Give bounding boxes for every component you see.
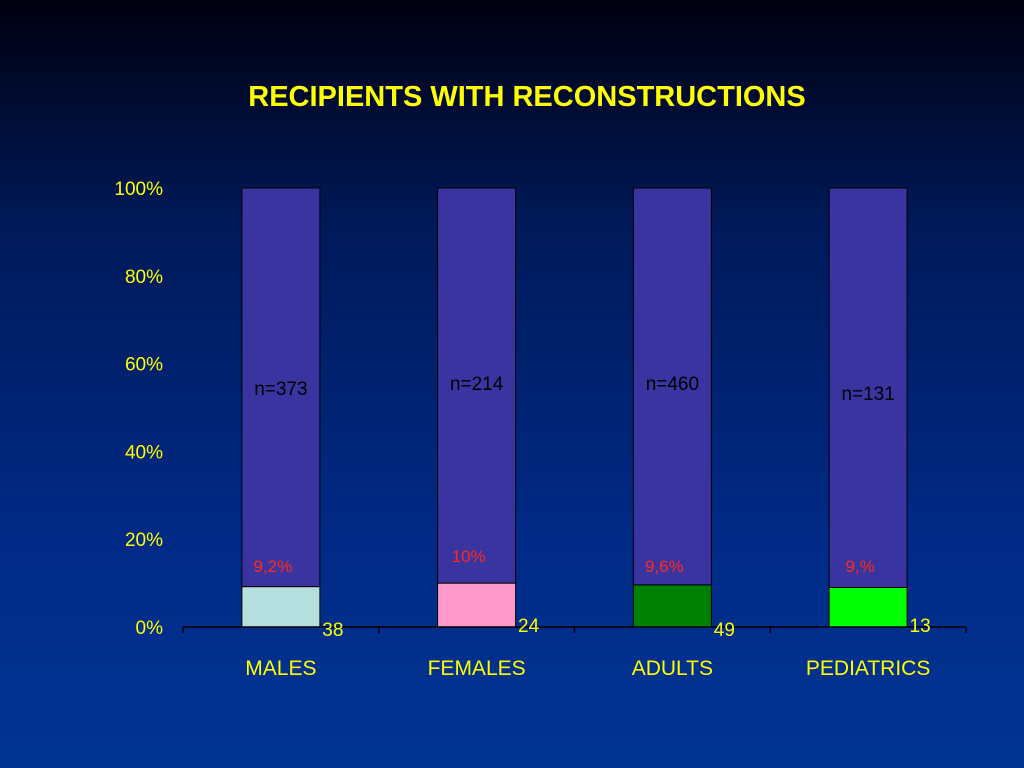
total-label: n=214 — [450, 374, 504, 395]
y-tick-label: 60% — [125, 355, 163, 376]
total-label: n=460 — [646, 374, 699, 395]
bar-segment-remainder — [241, 187, 321, 588]
category-label: PEDIATRICS — [806, 657, 930, 680]
bar-segment-remainder — [437, 187, 517, 584]
y-tick-label: 20% — [125, 530, 163, 551]
category-label: MALES — [245, 657, 316, 680]
y-tick-label: 80% — [125, 267, 163, 288]
bar-segment-remainder — [632, 187, 712, 586]
y-tick-label: 0% — [136, 618, 164, 639]
category-label: ADULTS — [632, 657, 713, 680]
bar-segment-reconstruction — [632, 584, 712, 628]
total-label: n=373 — [254, 379, 307, 400]
axis-layer: 0% 20% 40% 60% 80% 100% — [114, 179, 967, 639]
percent-label: 9,% — [845, 557, 874, 576]
y-tick-label: 100% — [114, 179, 163, 200]
bar-segment-reconstruction — [241, 586, 321, 628]
count-label: 49 — [714, 620, 735, 641]
bars-layer — [241, 187, 908, 628]
count-label: 38 — [322, 620, 343, 641]
count-label: 24 — [518, 616, 540, 637]
bar-segment-remainder — [828, 187, 908, 588]
bar-segment-reconstruction — [828, 586, 908, 628]
labels-layer: MALES n=373 9,2% 38 FEMALES n=214 10% 24 ADULTS n… — [245, 374, 930, 680]
y-tick-label: 40% — [125, 442, 163, 463]
percent-label: 9,2% — [254, 557, 293, 576]
percent-label: 9,6% — [645, 557, 684, 576]
percent-label: 10% — [452, 547, 486, 566]
count-label: 13 — [910, 616, 931, 637]
category-label: FEMALES — [428, 657, 526, 680]
bar-segment-reconstruction — [437, 582, 517, 628]
total-label: n=131 — [841, 384, 894, 405]
chart-title: RECIPIENTS WITH RECONSTRUCTIONS — [248, 81, 805, 113]
